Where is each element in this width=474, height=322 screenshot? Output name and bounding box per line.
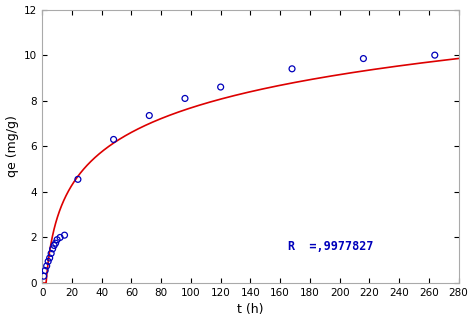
Point xyxy=(53,237,61,242)
Point xyxy=(45,259,52,264)
X-axis label: t (h): t (h) xyxy=(237,303,264,317)
Point xyxy=(288,66,296,71)
Point xyxy=(217,84,225,90)
Point xyxy=(56,235,64,240)
Point xyxy=(52,241,59,246)
Point xyxy=(181,96,189,101)
Point xyxy=(74,177,82,182)
Point xyxy=(40,274,47,279)
Point xyxy=(146,113,153,118)
Point xyxy=(41,268,49,273)
Point xyxy=(360,56,367,61)
Point xyxy=(47,251,55,256)
Point xyxy=(431,52,438,58)
Text: R  =,9977827: R =,9977827 xyxy=(288,241,373,253)
Point xyxy=(46,255,54,260)
Y-axis label: qe (mg/g): qe (mg/g) xyxy=(6,115,18,177)
Point xyxy=(110,137,118,142)
Point xyxy=(49,246,56,251)
Point xyxy=(50,243,58,248)
Point xyxy=(61,232,68,238)
Point xyxy=(43,263,50,269)
